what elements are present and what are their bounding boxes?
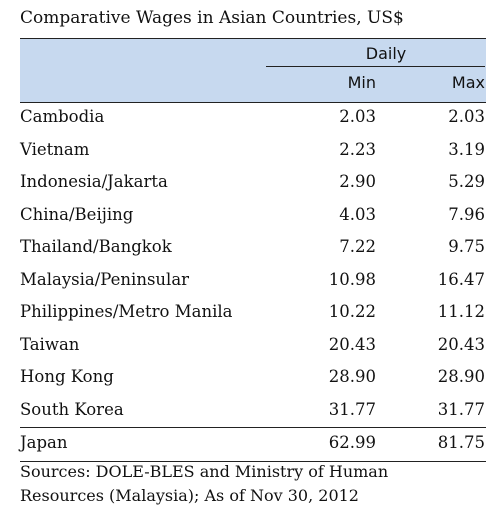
min-cell: 2.03 [339, 107, 376, 126]
min-cell: 4.03 [339, 204, 376, 224]
table-row: Japan 62.99 81.75 [20, 427, 486, 462]
max-cell: 5.29 [448, 172, 485, 191]
table-title: Comparative Wages in Asian Countries, US… [20, 8, 404, 28]
table-row: Taiwan 20.43 20.43 [20, 330, 486, 363]
group-underline [266, 66, 485, 67]
table-row: Cambodia 2.03 2.03 [20, 102, 486, 135]
table-row: Thailand/Bangkok 7.22 9.75 [20, 232, 486, 265]
table-row: Indonesia/Jakarta 2.90 5.29 [20, 167, 486, 200]
footnote-line: Resources (Malaysia); As of Nov 30, 2012 [20, 486, 359, 505]
min-cell: 10.98 [328, 269, 376, 289]
min-cell: 28.90 [328, 367, 376, 386]
country-cell: China/Beijing [20, 204, 134, 224]
min-cell: 20.43 [328, 334, 376, 354]
max-cell: 28.90 [437, 367, 485, 386]
min-cell: 62.99 [328, 433, 376, 452]
max-cell: 7.96 [448, 204, 485, 224]
country-cell: Malaysia/Peninsular [20, 269, 190, 289]
table-row: Vietnam 2.23 3.19 [20, 135, 486, 168]
max-cell: 81.75 [437, 433, 485, 452]
table-body: Cambodia 2.03 2.03 Vietnam 2.23 3.19 Ind… [20, 102, 486, 462]
max-cell: 16.47 [437, 269, 485, 289]
table-row: Malaysia/Peninsular 10.98 16.47 [20, 265, 486, 298]
country-cell: Philippines/Metro Manila [20, 302, 233, 321]
max-cell: 31.77 [437, 399, 485, 419]
country-cell: Cambodia [20, 107, 105, 126]
table-row: China/Beijing 4.03 7.96 [20, 200, 486, 233]
table-row: South Korea 31.77 31.77 [20, 395, 486, 428]
max-cell: 11.12 [437, 302, 485, 321]
country-cell: Vietnam [20, 139, 90, 159]
min-cell: 7.22 [339, 237, 376, 256]
min-cell: 2.23 [339, 139, 376, 159]
daily-group-header: Daily [365, 44, 407, 63]
country-cell: Thailand/Bangkok [20, 237, 172, 256]
max-cell: 9.75 [448, 237, 485, 256]
country-cell: Indonesia/Jakarta [20, 172, 168, 191]
max-cell: 3.19 [448, 139, 485, 159]
table-row: Philippines/Metro Manila 10.22 11.12 [20, 297, 486, 330]
min-cell: 31.77 [328, 399, 376, 419]
max-cell: 20.43 [437, 334, 485, 354]
country-cell: Hong Kong [20, 367, 114, 386]
country-cell: Japan [20, 433, 68, 452]
column-header-max: Max [451, 73, 485, 92]
column-header-min: Min [347, 73, 376, 92]
source-footnote: Sources: DOLE-BLES and Ministry of Human… [20, 460, 388, 508]
min-cell: 2.90 [339, 172, 376, 191]
table-row: Hong Kong 28.90 28.90 [20, 362, 486, 395]
country-cell: South Korea [20, 399, 124, 419]
country-cell: Taiwan [20, 334, 80, 354]
max-cell: 2.03 [448, 107, 485, 126]
min-cell: 10.22 [328, 302, 376, 321]
table-header: Daily Min Max [20, 38, 486, 103]
footnote-line: Sources: DOLE-BLES and Ministry of Human [20, 462, 389, 481]
